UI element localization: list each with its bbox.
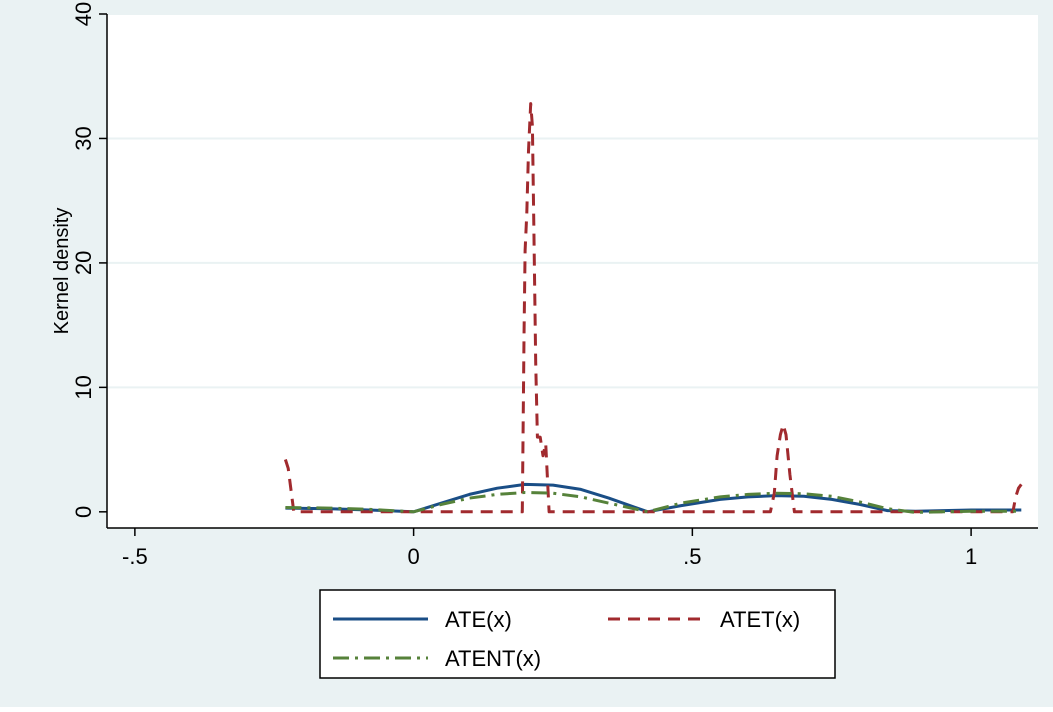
legend-label-3: ATENT(x): [445, 646, 541, 671]
y-tick-label: 30: [71, 126, 96, 150]
y-tick-label: 20: [71, 251, 96, 275]
grid-lines: [107, 13, 1038, 389]
plot-area-background: [107, 14, 1038, 528]
series-lines: [283, 102, 1023, 514]
legend-label-1: ATE(x): [445, 607, 512, 632]
x-tick-label: 0: [407, 544, 419, 569]
x-tick-label: 1: [965, 544, 977, 569]
y-tick-label: 40: [71, 2, 96, 26]
legend: ATE(x) ATET(x) ATENT(x): [319, 589, 836, 679]
series-line-2: [283, 102, 1023, 514]
y-axis-label: Kernel density: [51, 208, 73, 335]
legend-label-2: ATET(x): [720, 607, 800, 632]
x-tick-label: -.5: [122, 544, 148, 569]
y-tick-label: 10: [71, 375, 96, 399]
y-tick-label: 0: [71, 506, 96, 518]
legend-box: [319, 589, 836, 679]
x-tick-label: .5: [683, 544, 701, 569]
axes: 0 10 20 30 40 -.5 0 .5 1: [71, 2, 1038, 569]
series-line-3: [285, 491, 1022, 514]
